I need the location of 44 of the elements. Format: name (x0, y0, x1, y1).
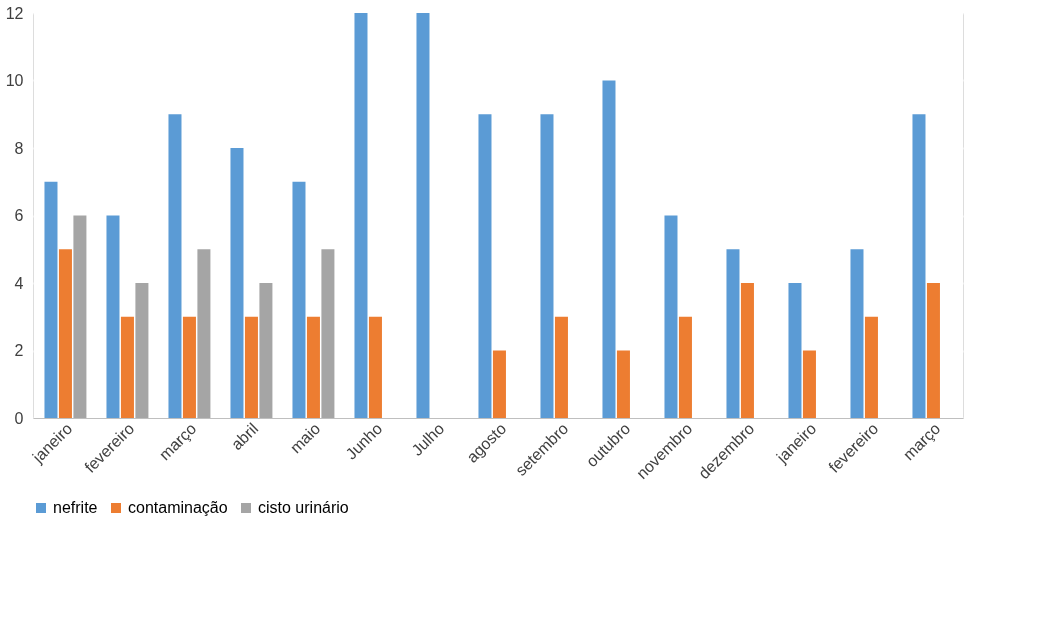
y-tick-label: 4 (14, 274, 24, 292)
y-tick-label: 8 (14, 139, 24, 157)
bar (182, 316, 196, 418)
legend-label: nefrite (53, 499, 98, 516)
bar (259, 283, 273, 418)
bar (478, 114, 492, 418)
y-tick-label: 12 (5, 4, 24, 22)
y-tick-label: 0 (14, 409, 24, 427)
bar (44, 181, 58, 418)
bar (416, 13, 430, 418)
bar (864, 316, 878, 418)
bar (616, 350, 630, 418)
bar (306, 316, 320, 418)
y-tick-label: 6 (14, 207, 24, 224)
bar (368, 316, 382, 418)
bar (740, 283, 754, 418)
bar (540, 114, 554, 418)
bar (726, 249, 740, 418)
bar (788, 283, 802, 418)
bar (554, 316, 568, 418)
bar (244, 316, 258, 418)
y-tick-label: 2 (14, 342, 24, 359)
bar (58, 249, 72, 418)
bar (354, 13, 368, 418)
bar (850, 249, 864, 418)
bar (120, 316, 134, 418)
bar (802, 350, 816, 418)
bar (321, 249, 335, 418)
bar (926, 283, 940, 418)
bar (602, 80, 616, 418)
bar (73, 215, 87, 418)
bar (492, 350, 506, 418)
bar (106, 215, 120, 418)
bar (168, 114, 182, 418)
bar (230, 148, 244, 418)
bar (135, 283, 149, 418)
bar (292, 181, 306, 418)
bar (664, 215, 678, 418)
bar (197, 249, 211, 418)
legend-label: cisto urinário (258, 499, 349, 516)
legend-label: contaminação (128, 499, 228, 516)
bar (912, 114, 926, 418)
y-tick-label: 10 (5, 72, 24, 89)
bar (678, 316, 692, 418)
